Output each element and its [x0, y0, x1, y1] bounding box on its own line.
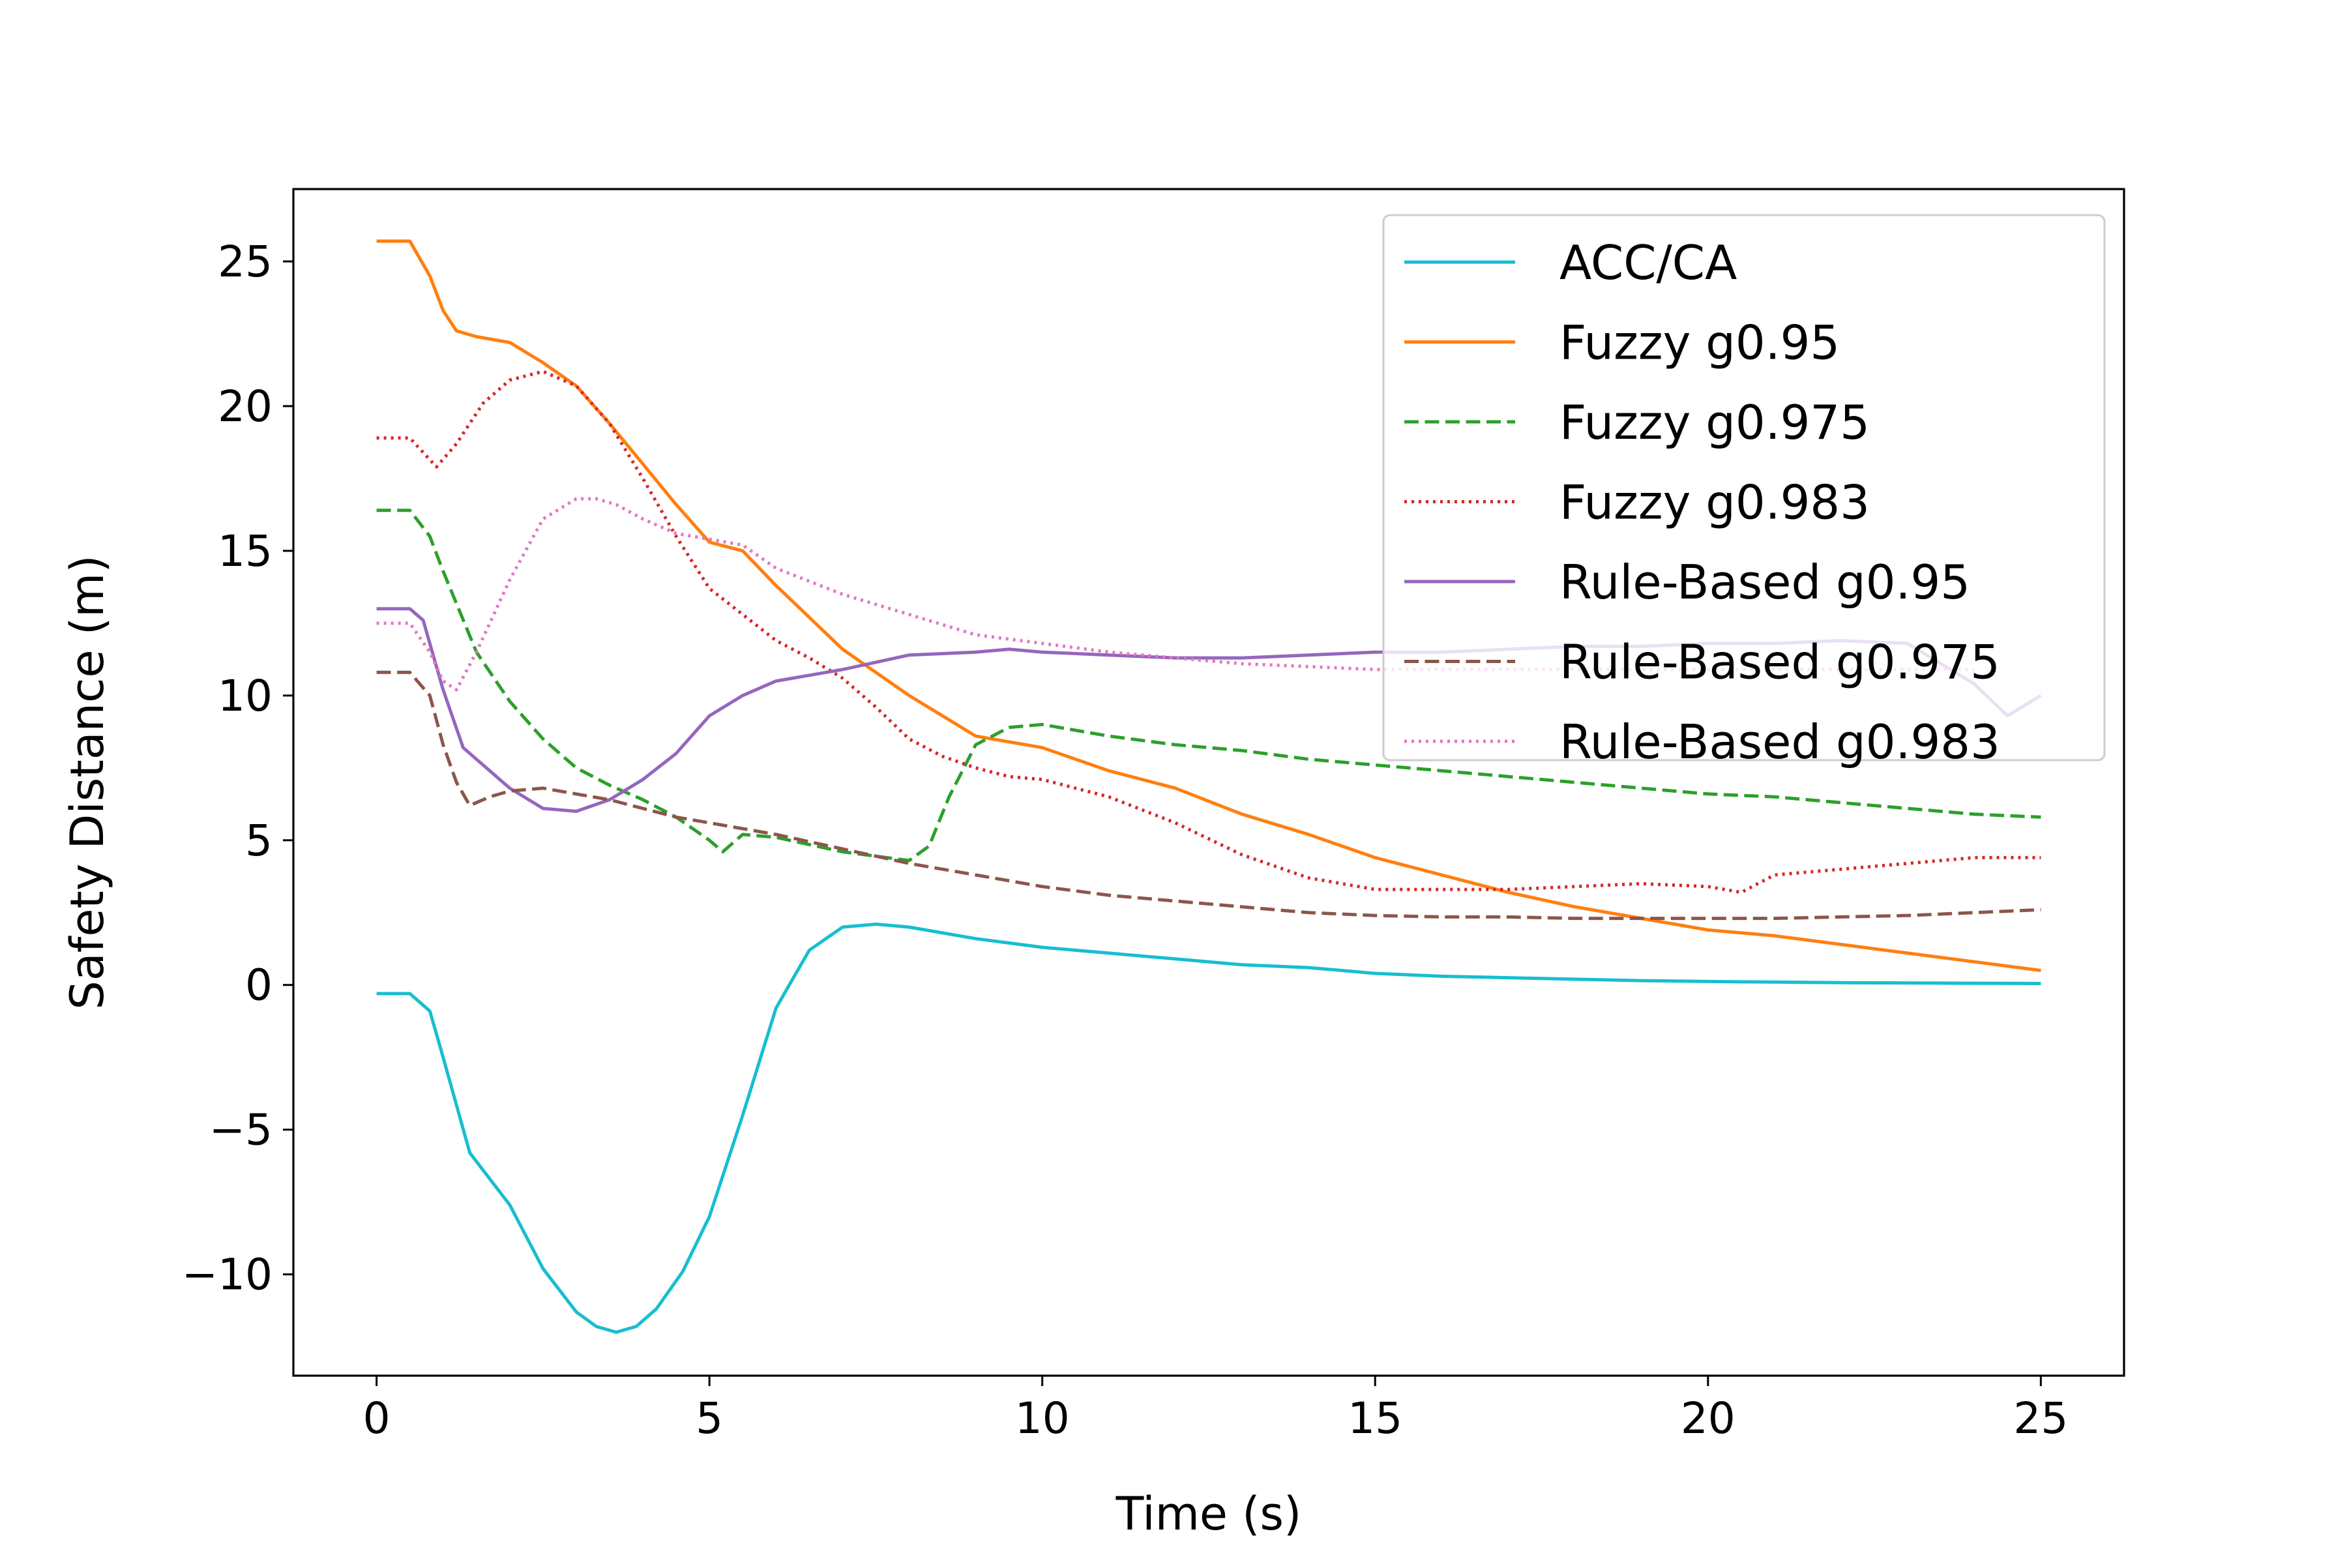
legend: ACC/CA Fuzzy g0.95 Fuzzy g0.975 Fuzzy g0.98…: [1382, 214, 2106, 769]
series-line-2: [376, 509, 2041, 863]
y-tick-label: 20: [218, 381, 273, 432]
y-tick-label: −5: [209, 1105, 273, 1155]
legend-label-6: Rule-Based g0.983: [1559, 715, 2000, 769]
x-tick-label: 10: [1015, 1393, 1070, 1443]
y-tick-label: 0: [245, 960, 273, 1011]
y-tick-label: 10: [218, 671, 273, 721]
legend-label-2: Fuzzy g0.975: [1559, 395, 1870, 450]
y-tick-label: 5: [245, 816, 273, 866]
legend-label-5: Rule-Based g0.975: [1559, 635, 2000, 690]
x-tick-label: 25: [2013, 1393, 2068, 1443]
y-tick-label: 25: [218, 237, 273, 287]
legend-label-3: Fuzzy g0.983: [1559, 475, 1870, 530]
series-line-1: [376, 239, 2041, 972]
y-tick-label: −10: [182, 1250, 273, 1300]
y-axis-label: Safety Distance (m): [61, 555, 114, 1009]
series-line-5: [376, 670, 2041, 921]
series-line-0: [376, 923, 2041, 1334]
plot-frame: [292, 188, 2125, 1377]
legend-label-4: Rule-Based g0.95: [1559, 555, 1970, 610]
legend-label-0: ACC/CA: [1559, 235, 1737, 290]
x-axis-label: Time (s): [1115, 1487, 1302, 1541]
x-tick-label: 20: [1681, 1393, 1735, 1443]
legend-box: [1382, 214, 2106, 762]
x-tick-label: 15: [1348, 1393, 1402, 1443]
y-tick-label: 15: [218, 526, 273, 576]
legend-label-1: Fuzzy g0.95: [1559, 316, 1840, 370]
x-tick-label: 0: [363, 1393, 391, 1443]
x-tick-label: 5: [696, 1393, 723, 1443]
